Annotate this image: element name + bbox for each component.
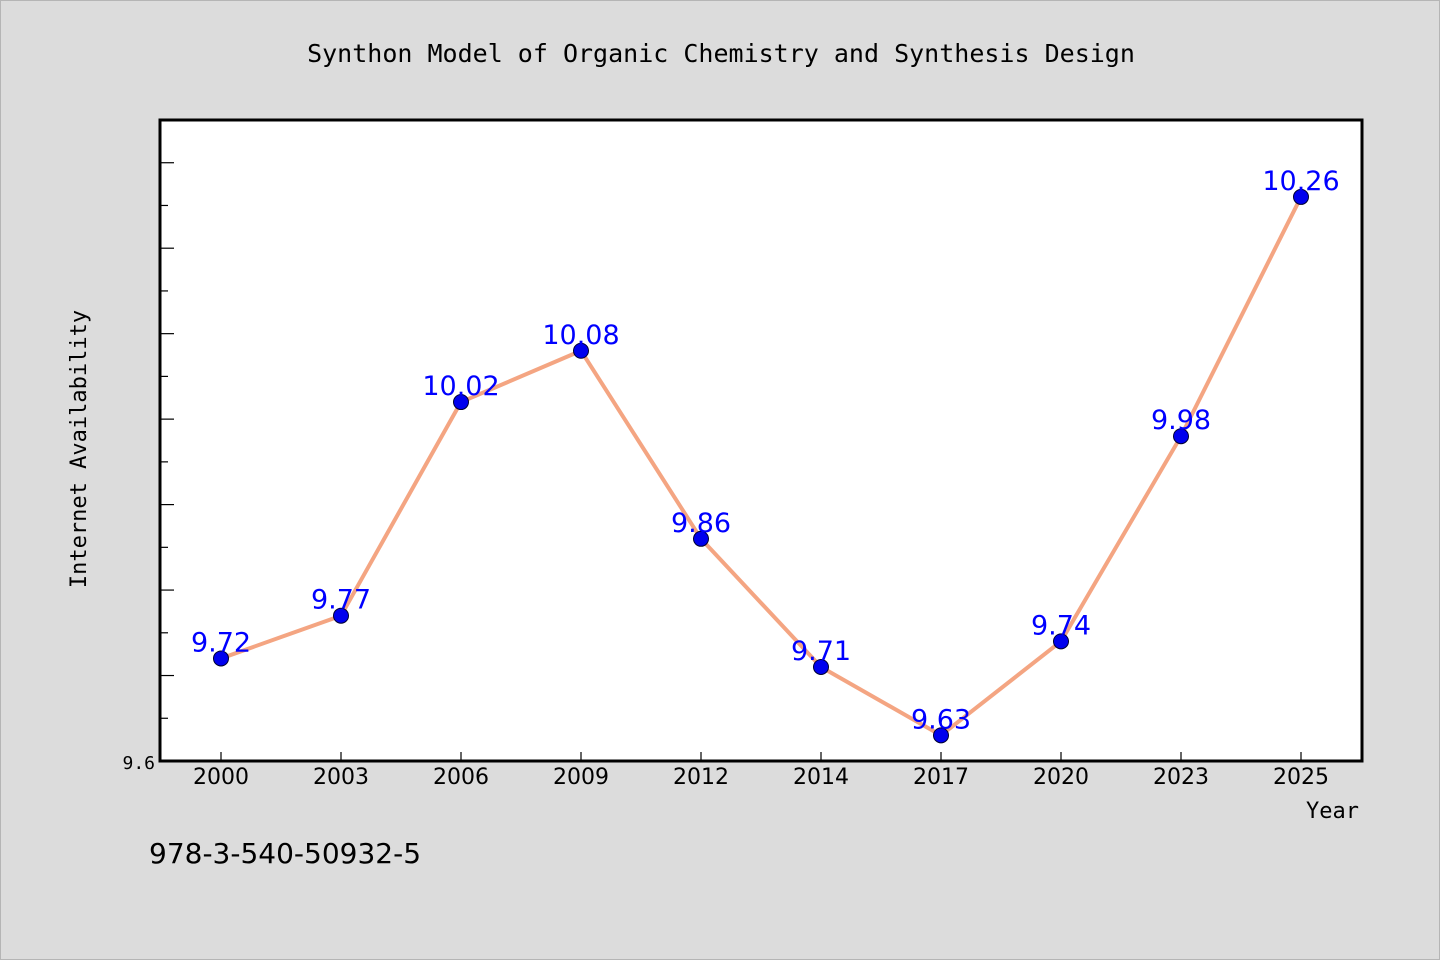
series-line (219, 194, 1303, 738)
data-point (1173, 428, 1189, 445)
data-point (213, 650, 229, 667)
plot-area (158, 118, 1364, 763)
series-line-group (219, 194, 1303, 738)
data-label: 9.77 (311, 585, 371, 616)
x-tick-label: 2012 (673, 765, 729, 790)
x-tick-label: 2025 (1273, 765, 1329, 790)
x-tick-label: 2006 (433, 765, 489, 790)
series-point-group (213, 188, 1309, 744)
data-label: 9.74 (1031, 610, 1091, 641)
data-label: 10.02 (422, 371, 499, 402)
isbn-text: 978-3-540-50932-5 (149, 837, 422, 870)
data-point (813, 658, 829, 675)
x-axis-tick-labels: 2000 2003 2006 2009 2012 2014 2017 2020 2023 2025 (193, 765, 1329, 790)
data-point (1293, 188, 1309, 205)
x-tick-label: 2020 (1033, 765, 1089, 790)
x-tick-label: 2000 (193, 765, 249, 790)
data-point (693, 530, 709, 547)
data-label-group: 9.72 9.77 10.02 10.08 9.86 9.71 9.63 9.74 9.98 10… (191, 166, 1340, 735)
chart-title: Synthon Model of Organic Chemistry and S… (307, 39, 1135, 68)
data-label: 9.98 (1151, 405, 1211, 436)
data-point (933, 727, 949, 744)
data-label: 10.08 (542, 320, 619, 351)
data-point (573, 342, 589, 359)
x-axis-label: Year (1306, 799, 1359, 824)
y-axis-ticks (160, 119, 174, 762)
x-tick-label: 2023 (1153, 765, 1209, 790)
data-point (453, 394, 469, 411)
x-tick-label: 2003 (313, 765, 369, 790)
data-point (1053, 633, 1069, 650)
data-label: 9.86 (671, 508, 731, 539)
data-point (333, 607, 349, 624)
data-label: 10.26 (1262, 166, 1339, 197)
data-label: 9.63 (911, 704, 971, 735)
data-label: 9.72 (191, 627, 251, 658)
x-tick-label: 2009 (553, 765, 609, 790)
x-axis-ticks (220, 752, 1302, 761)
y-tick-label: 9.6 (122, 753, 155, 774)
x-tick-label: 2014 (793, 765, 849, 790)
data-label: 9.71 (791, 636, 851, 667)
y-axis-label: Internet Availability (67, 310, 92, 588)
x-tick-label: 2017 (913, 765, 969, 790)
